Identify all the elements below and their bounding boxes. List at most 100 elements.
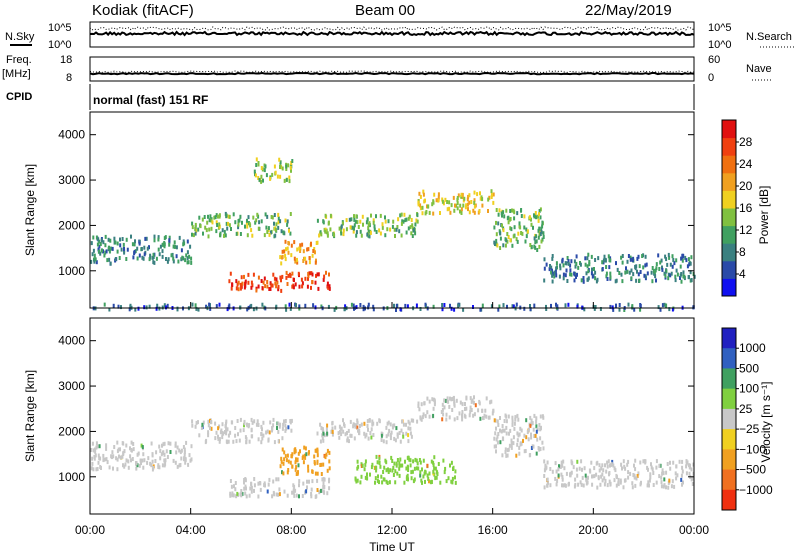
echo-cell [363, 431, 366, 436]
echo-cell [536, 437, 539, 442]
echo-cell [574, 264, 577, 269]
echo-cell [360, 422, 363, 427]
echo-cell [448, 206, 451, 211]
echo-cell [370, 435, 373, 440]
echo-cell [298, 306, 301, 311]
echo-cell [357, 428, 359, 433]
echo-cell [323, 274, 326, 279]
echo-cell [532, 444, 535, 449]
echo-cell [285, 426, 288, 431]
echo-cell [539, 436, 542, 441]
echo-cell [359, 480, 362, 485]
echo-cell [113, 236, 116, 241]
echo-cell [369, 431, 372, 435]
echo-cell [454, 469, 457, 474]
echo-cell [97, 249, 100, 254]
echo-cell [603, 254, 606, 259]
echo-cell [250, 417, 253, 422]
echo-cell [495, 437, 498, 442]
echo-cell [422, 458, 425, 463]
echo-cell [671, 264, 674, 269]
echo-cell [95, 235, 98, 240]
echo-cell [435, 475, 438, 480]
echo-cell [267, 438, 270, 443]
echo-cell [586, 264, 589, 269]
echo-cell [551, 254, 554, 258]
echo-cell [302, 460, 305, 465]
echo-cell [419, 415, 422, 420]
echo-cell [98, 239, 101, 244]
echo-cell [403, 212, 406, 217]
echo-cell [512, 234, 515, 239]
echo-cell [609, 271, 612, 276]
echo-cell [464, 402, 466, 406]
echo-cell [576, 272, 578, 277]
echo-cell [611, 305, 614, 310]
echo-cell [460, 211, 463, 215]
echo-cell [533, 236, 536, 241]
echo-cell [372, 218, 375, 223]
echo-cell [481, 408, 484, 413]
echo-cell [349, 225, 352, 230]
echo-cell [150, 463, 153, 468]
echo-cell [405, 230, 408, 235]
echo-cell [451, 408, 454, 412]
echo-cell [674, 471, 677, 476]
echo-cell [394, 438, 397, 443]
echo-cell [260, 432, 263, 436]
echo-cell [658, 267, 661, 271]
echo-cell [252, 272, 255, 277]
echo-cell [684, 255, 687, 260]
echo-cell [508, 217, 511, 222]
echo-cell [674, 278, 677, 283]
velocity-bar-swatch [722, 368, 736, 390]
echo-cell [314, 471, 317, 476]
echo-cell [370, 213, 372, 218]
echo-cell [494, 242, 496, 246]
echo-cell [322, 431, 325, 436]
echo-cell [626, 259, 629, 264]
echo-cell [396, 432, 399, 437]
echo-cell [466, 202, 469, 207]
echo-cell [289, 419, 292, 423]
echo-cell [422, 192, 425, 197]
echo-cell [548, 267, 551, 272]
echo-cell [302, 249, 305, 254]
echo-cell [546, 483, 549, 488]
echo-cell [540, 229, 543, 234]
echo-cell [641, 254, 644, 258]
echo-cell [400, 428, 403, 433]
echo-cell [292, 285, 295, 290]
echo-cell [148, 245, 150, 250]
echo-cell [666, 462, 669, 466]
power-bar-swatch [722, 155, 736, 174]
echo-cell [268, 430, 271, 435]
echo-cell [272, 479, 275, 484]
echo-cell [350, 217, 353, 222]
echo-cell [250, 489, 253, 494]
echo-cell [307, 464, 310, 469]
echo-cell [326, 431, 329, 436]
echo-cell [348, 217, 351, 222]
echo-cell [428, 414, 431, 419]
echo-cell [659, 307, 662, 312]
echo-cell [172, 244, 175, 249]
echo-cell [400, 221, 403, 226]
echo-cell [669, 262, 672, 267]
echo-cell [601, 260, 604, 265]
echo-cell [158, 465, 161, 470]
echo-cell [203, 215, 206, 219]
echo-cell [691, 482, 694, 486]
echo-cell [516, 431, 519, 436]
echo-cell [314, 305, 317, 310]
echo-cell [669, 273, 672, 278]
echo-cell [246, 218, 248, 223]
echo-cell [320, 304, 323, 309]
echo-cell [263, 168, 266, 173]
echo-cell [340, 224, 343, 229]
echo-cell [672, 460, 675, 465]
echo-cell [625, 266, 627, 271]
echo-cell [186, 239, 189, 244]
echo-cell [103, 457, 106, 462]
echo-cell [649, 472, 652, 477]
